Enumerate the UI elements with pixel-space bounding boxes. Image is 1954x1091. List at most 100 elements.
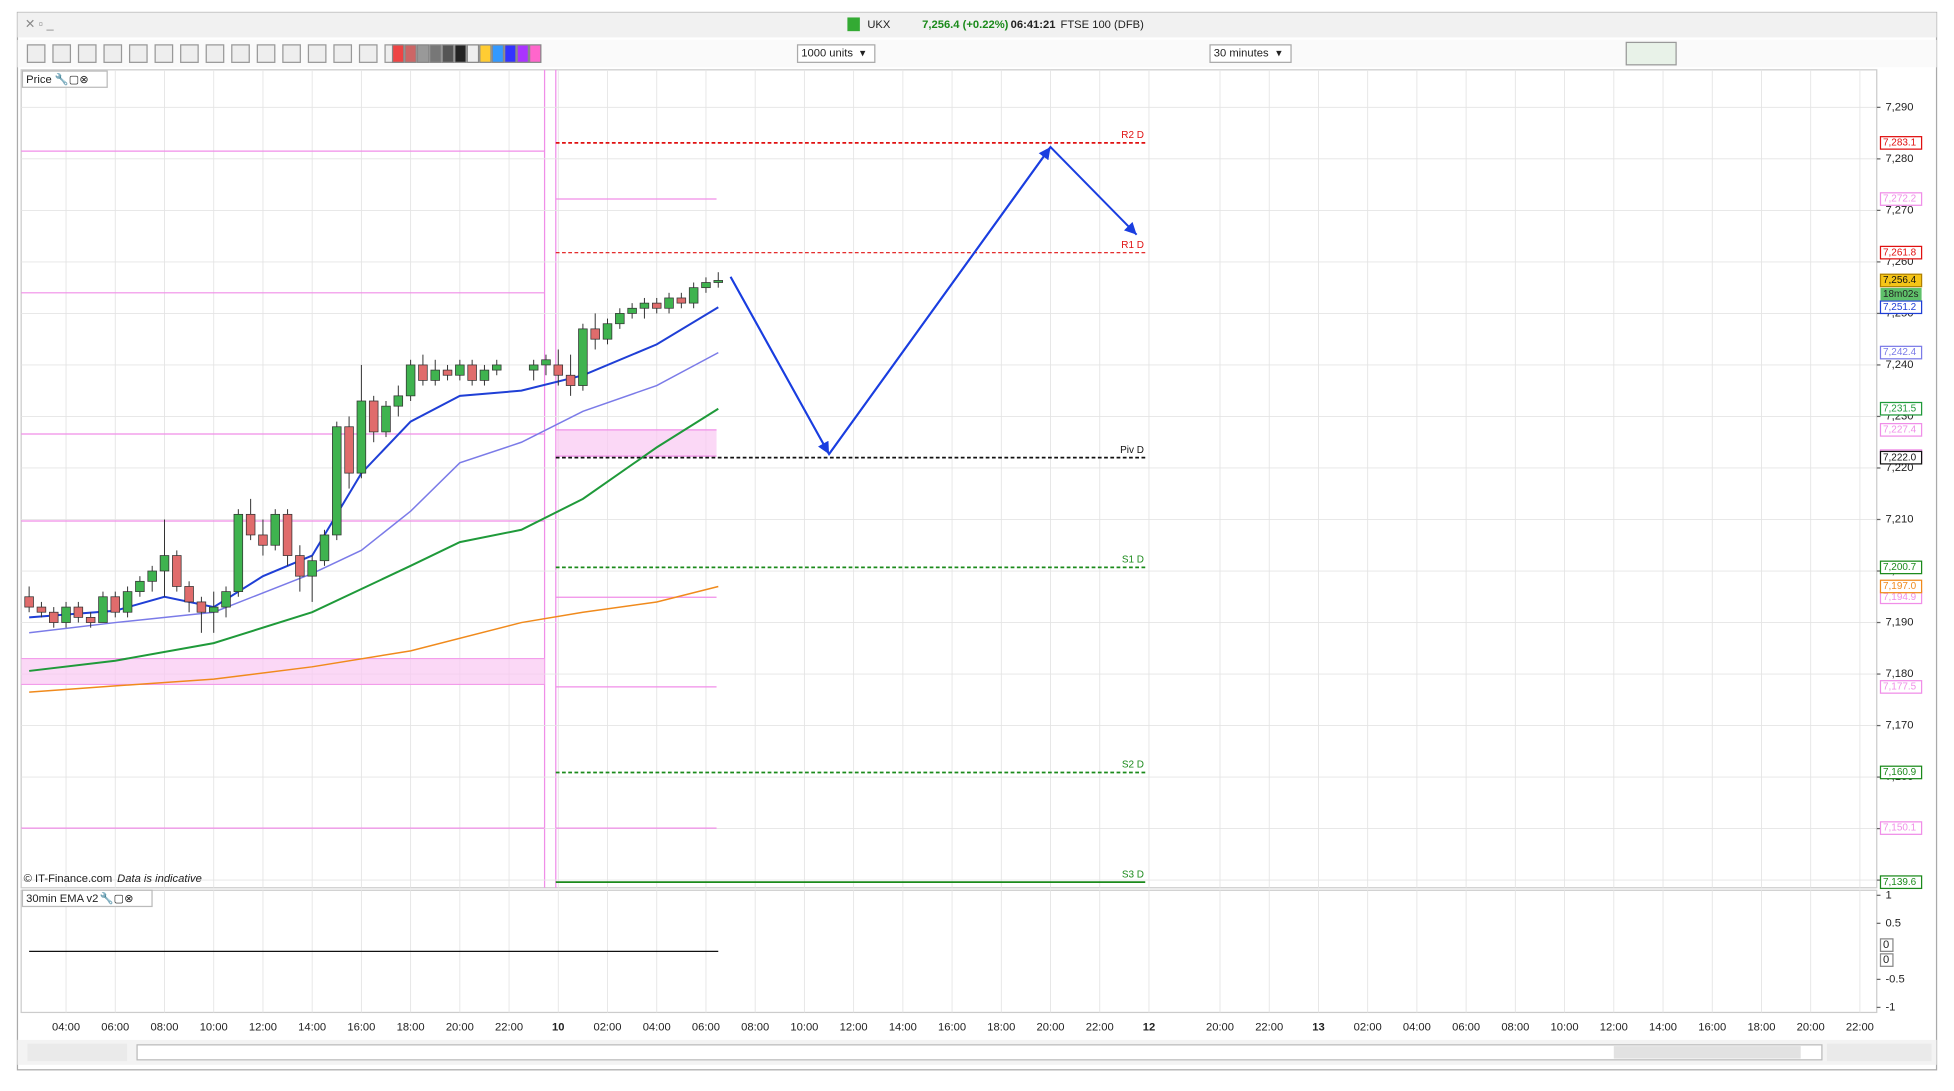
candle-body bbox=[258, 534, 268, 546]
countdown: 18m02s bbox=[1883, 289, 1918, 300]
x-tick-label: 12 bbox=[1143, 1021, 1155, 1033]
panel-icons[interactable]: 🔧▢⊗ bbox=[55, 72, 89, 86]
quote: 7,256.4 (+0.22%) bbox=[922, 19, 1009, 31]
tool-button[interactable] bbox=[333, 44, 353, 63]
indicator-title: 30min EMA v2 bbox=[26, 893, 98, 905]
price-badge-label: 7,227.4 bbox=[1883, 424, 1917, 435]
candle-body bbox=[49, 611, 59, 623]
credit: © IT-Finance.com bbox=[24, 873, 113, 885]
y-tick-label: 1 bbox=[1885, 889, 1891, 901]
tool-button[interactable] bbox=[52, 44, 72, 63]
price-badge-label: 7,283.1 bbox=[1883, 138, 1917, 149]
x-tick-label: 16:00 bbox=[1698, 1021, 1726, 1033]
price-badge-label: 7,242.4 bbox=[1883, 347, 1917, 358]
zoom-tools[interactable] bbox=[1826, 1043, 1932, 1062]
x-tick-label: 06:00 bbox=[692, 1021, 720, 1033]
y-tick-label: 7,220 bbox=[1885, 462, 1913, 474]
price-badge-label: 7,272.2 bbox=[1883, 194, 1917, 205]
candle-body bbox=[307, 560, 317, 577]
x-tick-label: 22:00 bbox=[1255, 1021, 1283, 1033]
color-swatch bbox=[454, 44, 467, 63]
candle-body bbox=[627, 307, 637, 314]
x-tick-label: 18:00 bbox=[987, 1021, 1015, 1033]
chart-layer: 04:00 06:00 08:00 10:00 12:00 14:00 16:00 18:00… bbox=[21, 69, 1923, 1033]
candle-body bbox=[147, 570, 157, 582]
tool-button[interactable] bbox=[26, 44, 46, 63]
candle-body bbox=[602, 323, 613, 340]
candle-body bbox=[344, 426, 354, 474]
tool-button[interactable] bbox=[77, 44, 97, 63]
candle-body bbox=[61, 606, 71, 623]
ema-line bbox=[29, 585, 719, 693]
previous-band bbox=[21, 658, 545, 685]
price-badge-label: 7,200.7 bbox=[1883, 562, 1917, 573]
x-tick-label: 08:00 bbox=[150, 1021, 178, 1033]
x-tick-label: 20:00 bbox=[1206, 1021, 1234, 1033]
window-controls[interactable]: ✕ ▫ _ bbox=[25, 17, 55, 31]
candle-body bbox=[172, 555, 182, 587]
candle-body bbox=[430, 369, 440, 381]
tool-button[interactable] bbox=[205, 44, 225, 63]
candle-body bbox=[295, 555, 305, 577]
x-tick-label: 12:00 bbox=[1600, 1021, 1628, 1033]
candle-body bbox=[368, 400, 379, 433]
tool-button[interactable] bbox=[307, 44, 327, 63]
candle-body bbox=[319, 534, 330, 562]
candle-body bbox=[541, 359, 551, 366]
chart-type-button[interactable] bbox=[1625, 41, 1677, 66]
tool-button[interactable] bbox=[154, 44, 174, 63]
price-badge bbox=[1879, 875, 1923, 890]
indicator-badge-label: 0 bbox=[1883, 954, 1889, 966]
x-tick-label: 20:00 bbox=[1037, 1021, 1065, 1033]
candle-body bbox=[651, 302, 662, 309]
color-swatch bbox=[429, 44, 442, 63]
x-tick-label: 22:00 bbox=[1086, 1021, 1114, 1033]
x-tick-label: 10:00 bbox=[200, 1021, 228, 1033]
candle-body bbox=[196, 601, 207, 613]
x-tick-label: 02:00 bbox=[593, 1021, 621, 1033]
arrow-head bbox=[729, 276, 830, 455]
price-badge bbox=[1879, 560, 1923, 575]
tool-button[interactable] bbox=[231, 44, 250, 63]
x-tick-label: 08:00 bbox=[1501, 1021, 1529, 1033]
candle-body bbox=[639, 302, 650, 309]
candle-body bbox=[664, 297, 674, 309]
tool-button[interactable] bbox=[358, 44, 378, 63]
symbol[interactable]: UKX bbox=[867, 19, 891, 31]
tool-button[interactable] bbox=[282, 44, 301, 63]
tool-button[interactable] bbox=[128, 44, 148, 63]
x-tick-label: 16:00 bbox=[938, 1021, 966, 1033]
color-swatch bbox=[466, 44, 480, 63]
interval-dropdown[interactable] bbox=[1209, 44, 1292, 63]
price-badge-label: 7,256.4 bbox=[1883, 275, 1917, 286]
y-tick-label: 7,190 bbox=[1885, 616, 1913, 628]
price-panel-tab[interactable] bbox=[21, 70, 108, 88]
scroll-thumb[interactable] bbox=[1613, 1046, 1801, 1059]
color-swatch bbox=[529, 44, 542, 63]
tool-button[interactable] bbox=[256, 44, 276, 63]
x-tick-label: 06:00 bbox=[101, 1021, 129, 1033]
candle-body bbox=[24, 596, 34, 608]
candle-body bbox=[578, 328, 588, 386]
price-badge bbox=[1879, 345, 1923, 360]
candle-body bbox=[381, 405, 391, 433]
panel-icons[interactable]: 🔧▢⊗ bbox=[100, 891, 134, 905]
price-badge bbox=[1879, 422, 1923, 437]
pivot-name: R1 D bbox=[1121, 240, 1144, 251]
scrollbar[interactable] bbox=[136, 1044, 1823, 1061]
candle-body bbox=[159, 555, 170, 572]
price-badge bbox=[1879, 136, 1923, 150]
indicator-panel-tab[interactable] bbox=[21, 889, 153, 908]
tool-button[interactable] bbox=[180, 44, 199, 63]
candle-body bbox=[393, 395, 404, 407]
y-tick-label: 0.5 bbox=[1885, 917, 1901, 929]
size-dropdown[interactable] bbox=[796, 44, 876, 63]
pivot-name: S3 D bbox=[1122, 869, 1144, 880]
price-badge bbox=[1879, 300, 1923, 315]
price-badge bbox=[1879, 245, 1923, 260]
note: Data is indicative bbox=[117, 873, 202, 885]
tool-button[interactable] bbox=[103, 44, 123, 63]
pivot-name: S1 D bbox=[1122, 555, 1144, 566]
bottom-tools[interactable] bbox=[27, 1043, 128, 1062]
candle-body bbox=[528, 364, 539, 371]
